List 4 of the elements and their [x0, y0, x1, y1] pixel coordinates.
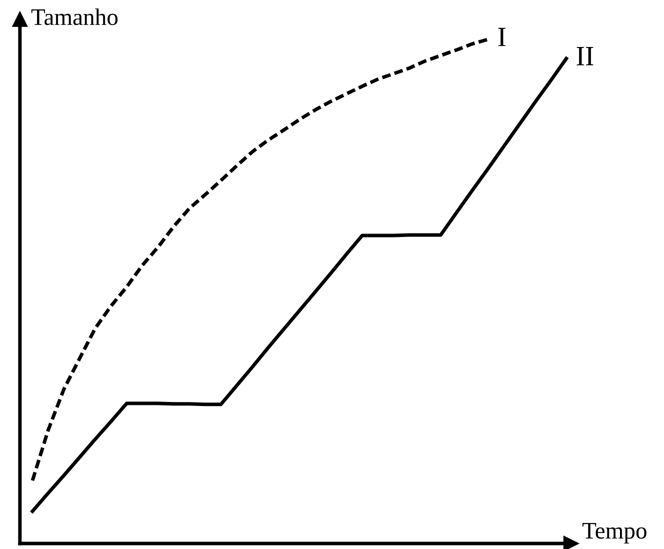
series-label: I: [498, 28, 506, 46]
y-axis-title: Tamanho: [31, 8, 118, 26]
x-axis-title: Tempo: [582, 523, 646, 544]
series-label: II: [576, 47, 594, 66]
